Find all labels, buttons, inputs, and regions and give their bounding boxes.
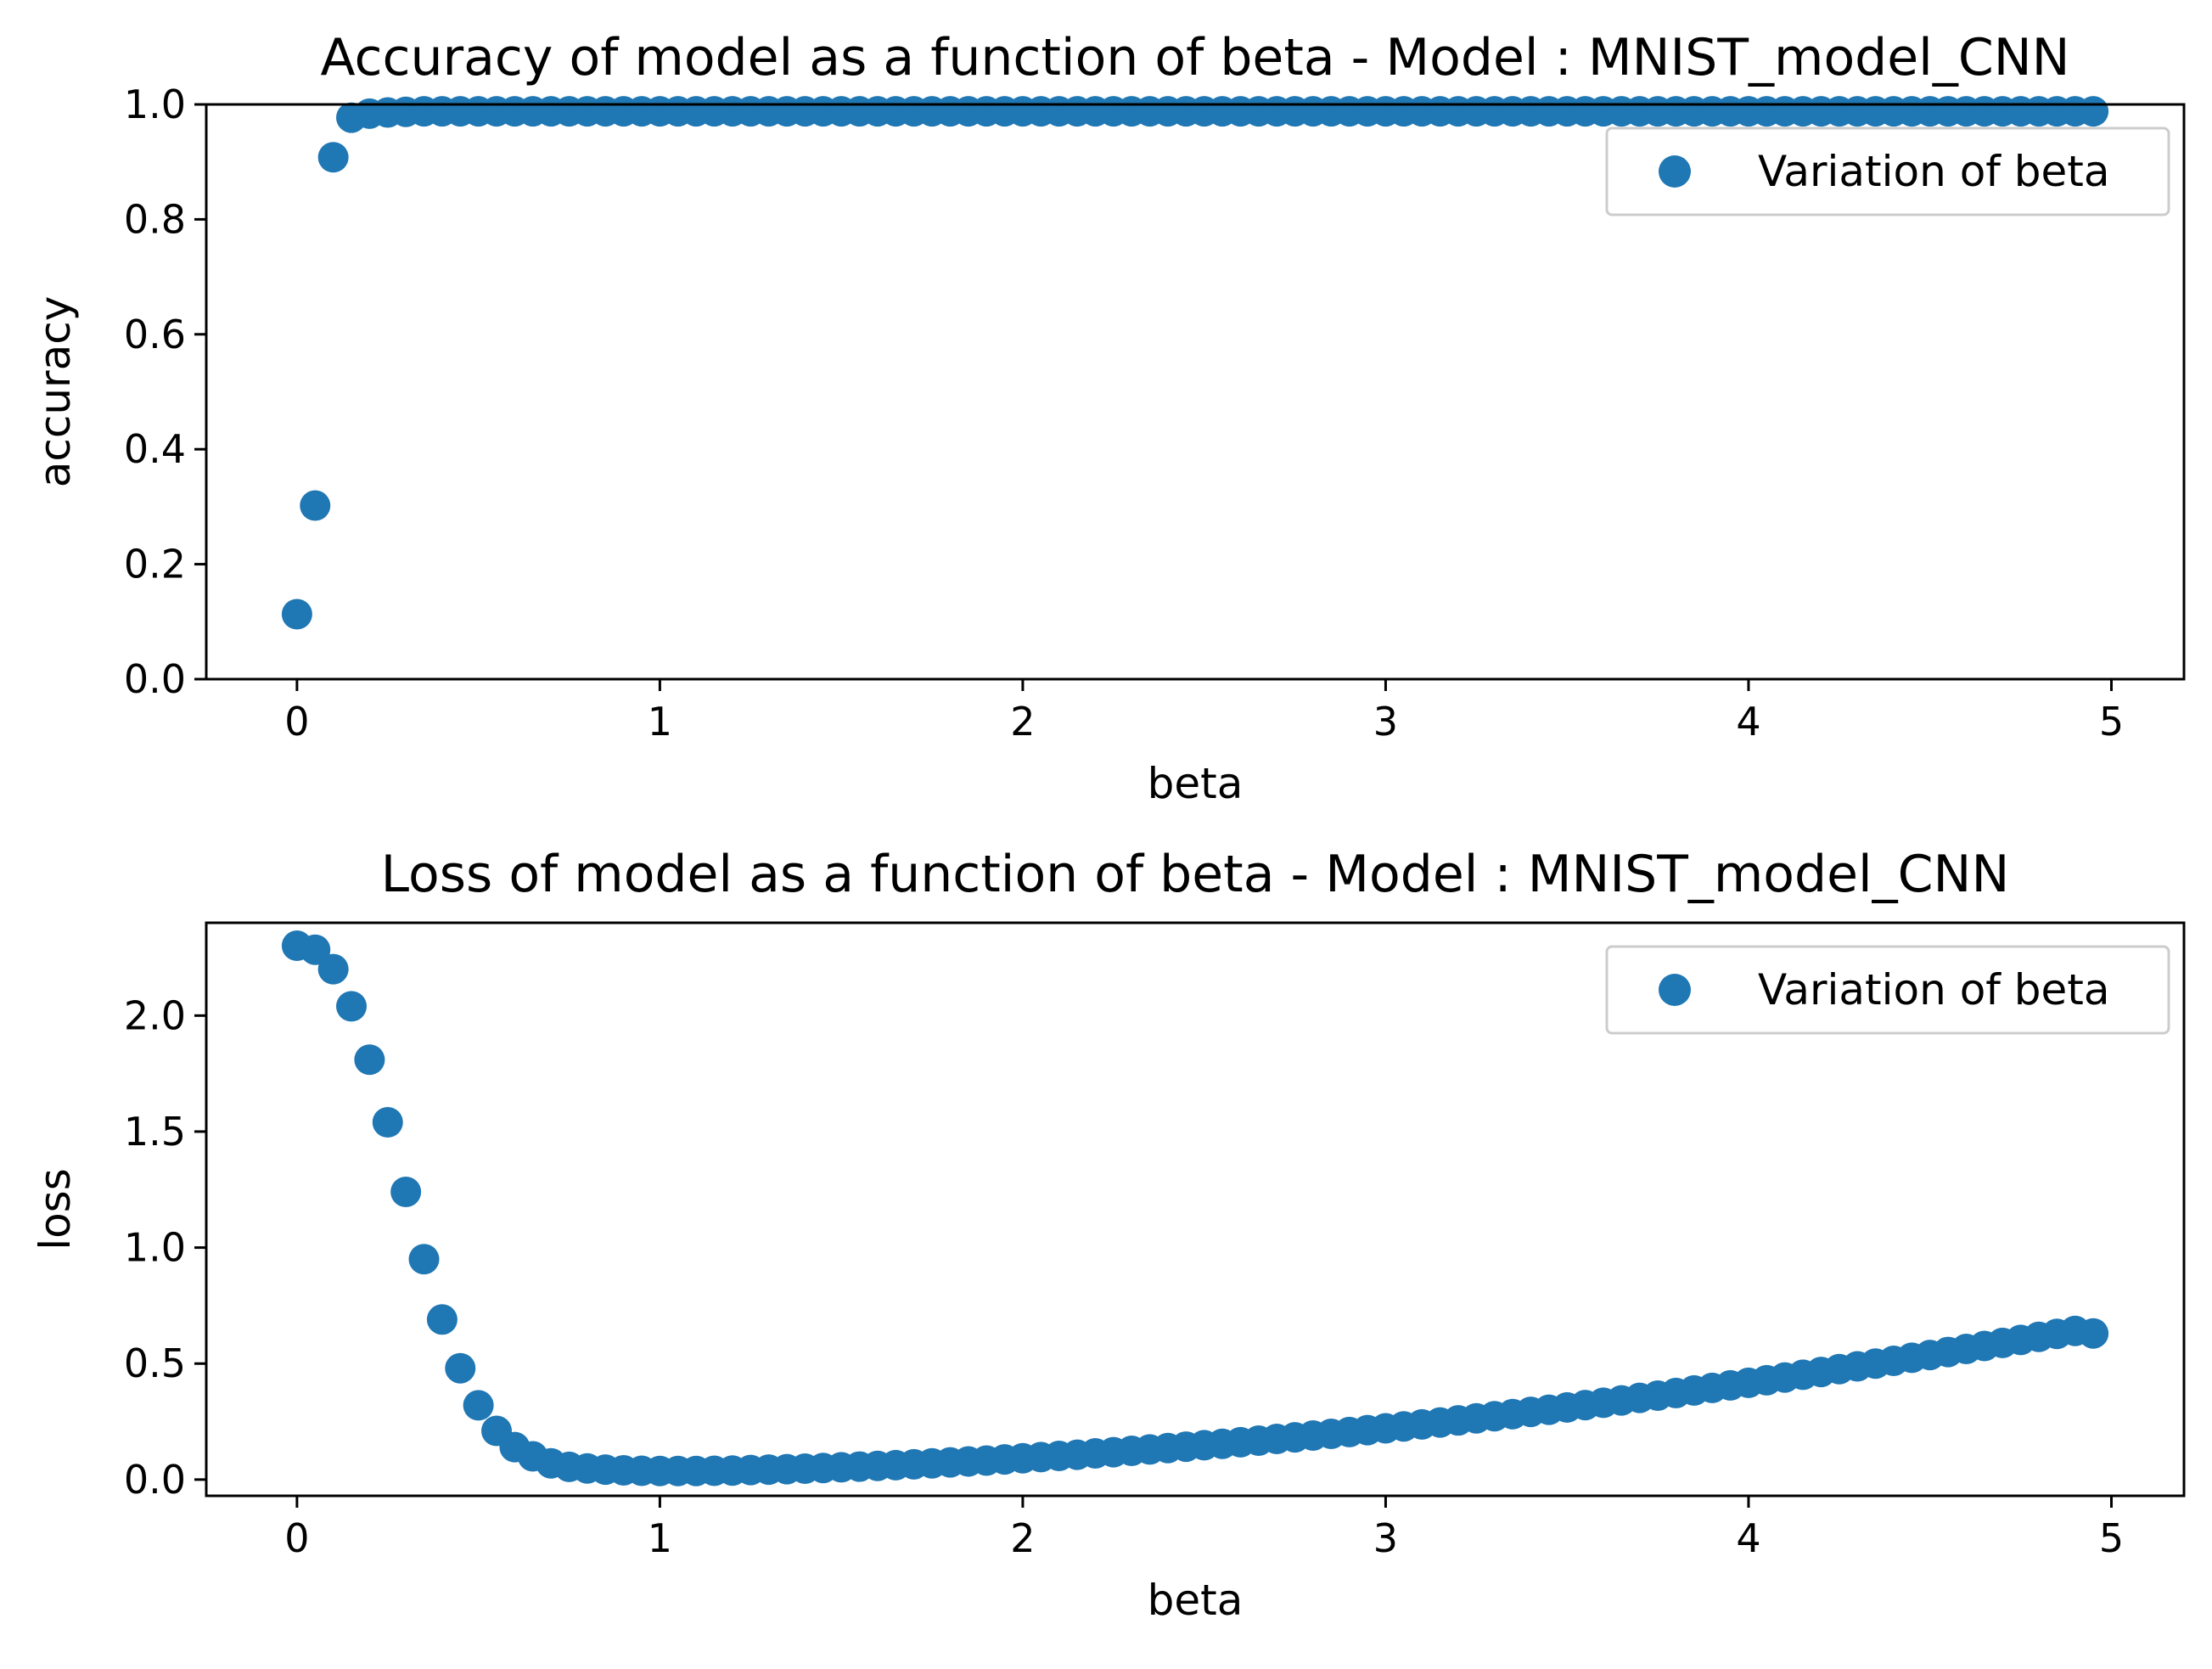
data-point: [317, 142, 349, 173]
x-tick-label: 3: [1373, 1515, 1398, 1561]
data-point: [445, 1352, 476, 1384]
data-point: [390, 1177, 422, 1208]
data-point: [2078, 96, 2109, 127]
data-point: [2078, 1318, 2109, 1349]
legend-marker: [1659, 974, 1691, 1006]
x-tick-label: 0: [284, 1515, 309, 1561]
y-tick-label: 0.8: [124, 196, 186, 242]
x-tick-label: 5: [2099, 699, 2124, 745]
x-tick-label: 5: [2099, 1515, 2124, 1561]
accuracy-subplot: Accuracy of model as a function of beta …: [31, 28, 2186, 808]
y-tick-label: 0.0: [124, 1457, 186, 1503]
plot-frame: [205, 103, 2186, 681]
loss-points: [281, 930, 2109, 1486]
loss-subplot: Loss of model as a function of beta - Mo…: [31, 845, 2186, 1625]
data-point: [354, 1044, 385, 1076]
y-tick-label: 0.6: [124, 312, 186, 357]
y-tick-label: 1.0: [124, 81, 186, 127]
x-ticks: 0 1 2 3 4 5: [284, 679, 2124, 745]
x-tick-label: 4: [1736, 1515, 1760, 1561]
x-tick-label: 3: [1373, 699, 1398, 745]
legend-label: Variation of beta: [1758, 147, 2110, 196]
data-point: [300, 934, 331, 965]
legend-marker: [1659, 155, 1691, 188]
x-tick-label: 1: [648, 1515, 672, 1561]
data-point: [463, 1390, 494, 1421]
x-tick-label: 2: [1010, 1515, 1035, 1561]
plot-frame: [205, 921, 2186, 1498]
y-tick-label: 0.5: [124, 1340, 186, 1386]
y-tick-label: 1.0: [124, 1225, 186, 1271]
data-point: [408, 1244, 440, 1275]
chart-title: Loss of model as a function of beta - Mo…: [381, 845, 2010, 904]
y-tick-label: 2.0: [124, 992, 186, 1038]
legend: Variation of beta: [1605, 945, 2170, 1035]
x-tick-label: 0: [284, 699, 309, 745]
x-axis-label: beta: [1148, 1576, 1244, 1625]
data-point: [336, 991, 368, 1022]
data-point: [317, 953, 349, 985]
data-point: [426, 1304, 458, 1335]
x-tick-label: 4: [1736, 699, 1760, 745]
chart-title: Accuracy of model as a function of beta …: [321, 28, 2070, 87]
legend: Variation of beta: [1605, 126, 2170, 216]
legend-label: Variation of beta: [1758, 965, 2110, 1014]
y-axis-label: accuracy: [31, 296, 80, 488]
y-tick-label: 0.0: [124, 656, 186, 702]
x-axis-label: beta: [1148, 759, 1244, 808]
x-ticks: 0 1 2 3 4 5: [284, 1496, 2124, 1561]
data-point: [300, 490, 331, 521]
x-tick-label: 1: [648, 699, 672, 745]
legend-box: [1605, 945, 2170, 1035]
legend-box: [1605, 126, 2170, 216]
y-tick-label: 1.5: [124, 1109, 186, 1155]
x-tick-label: 2: [1010, 699, 1035, 745]
data-point: [281, 598, 312, 630]
y-ticks: 0.0 0.5 1.0 1.5 2.0: [124, 992, 206, 1503]
y-ticks: 0.0 0.2 0.4 0.6 0.8 1.0: [124, 81, 206, 702]
y-axis-label: loss: [31, 1168, 80, 1250]
data-point: [372, 1107, 403, 1138]
y-tick-label: 0.4: [124, 426, 186, 472]
y-tick-label: 0.2: [124, 542, 186, 587]
